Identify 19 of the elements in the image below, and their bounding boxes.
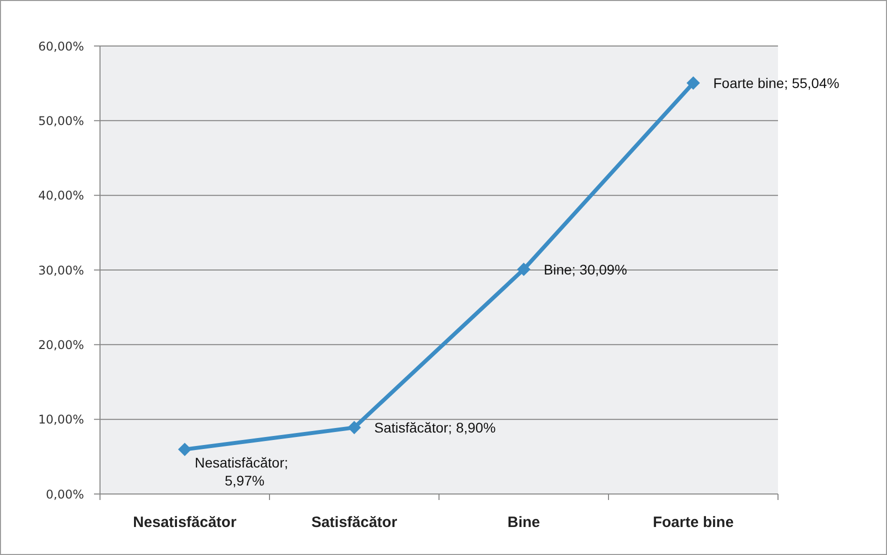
y-tick-label: 40,00%: [38, 188, 84, 203]
x-tick-label: Foarte bine: [652, 514, 734, 531]
y-tick-label: 0,00%: [46, 487, 84, 502]
point: [517, 262, 530, 276]
data-label: Foarte bine; 55,04%: [713, 75, 840, 92]
y-tick-label: 60,00%: [38, 39, 84, 54]
data-label: Bine; 30,09%: [544, 261, 628, 278]
x-tick-label: Bine: [507, 514, 540, 531]
y-tick-label: 50,00%: [38, 114, 84, 128]
data-label: Satisfăcător; 8,90%: [374, 420, 496, 436]
x-tick-label: Nesatisfăcător: [133, 514, 237, 531]
data-label: Nesatisfăcător; 5,97%: [194, 454, 288, 488]
point: [686, 76, 700, 90]
y-tick-label: 10,00%: [38, 412, 84, 427]
point: [348, 421, 361, 434]
point: [178, 442, 192, 456]
y-tick-label: 20,00%: [38, 338, 84, 352]
x-tick-label: Satisfăcător: [311, 514, 398, 531]
y-tick-label: 30,00%: [38, 263, 84, 278]
